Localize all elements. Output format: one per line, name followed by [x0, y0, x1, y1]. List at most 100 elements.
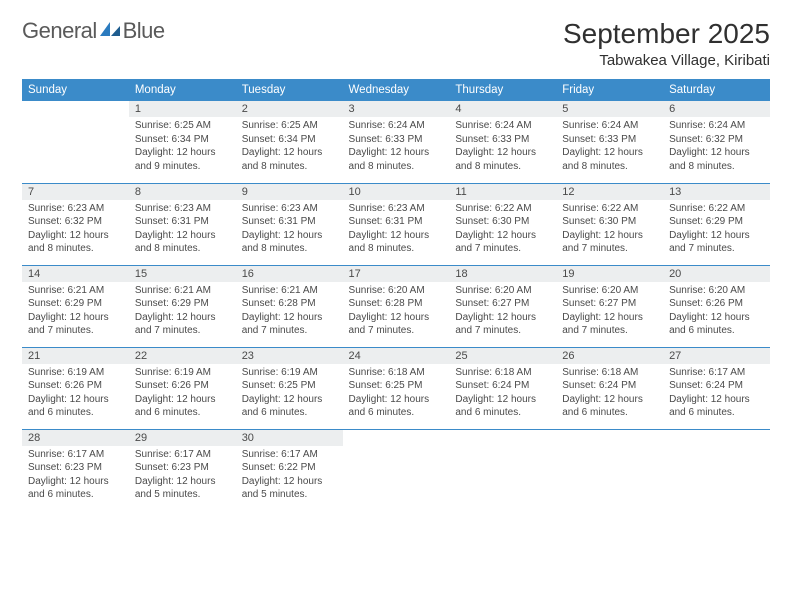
sunrise-line: Sunrise: 6:21 AM	[28, 284, 123, 298]
day-data: Sunrise: 6:24 AMSunset: 6:33 PMDaylight:…	[449, 117, 556, 177]
day-data: Sunrise: 6:18 AMSunset: 6:24 PMDaylight:…	[449, 364, 556, 424]
day-number: 23	[236, 348, 343, 364]
sunrise-line: Sunrise: 6:25 AM	[242, 119, 337, 133]
day-data: Sunrise: 6:20 AMSunset: 6:28 PMDaylight:…	[343, 282, 450, 342]
day-data: Sunrise: 6:20 AMSunset: 6:26 PMDaylight:…	[663, 282, 770, 342]
day-data: Sunrise: 6:23 AMSunset: 6:32 PMDaylight:…	[22, 200, 129, 260]
day-number	[556, 430, 663, 446]
day-cell: 14 Sunrise: 6:21 AMSunset: 6:29 PMDayligh…	[22, 265, 129, 347]
sunset-line: Sunset: 6:33 PM	[349, 133, 444, 147]
daylight-line: Daylight: 12 hours and 8 minutes.	[349, 229, 444, 256]
day-number: 19	[556, 266, 663, 282]
sunset-line: Sunset: 6:31 PM	[242, 215, 337, 229]
daylight-line: Daylight: 12 hours and 8 minutes.	[242, 229, 337, 256]
day-number: 14	[22, 266, 129, 282]
day-cell	[22, 101, 129, 183]
daylight-line: Daylight: 12 hours and 8 minutes.	[562, 146, 657, 173]
daylight-line: Daylight: 12 hours and 5 minutes.	[242, 475, 337, 502]
day-number: 5	[556, 101, 663, 117]
day-cell: 28Sunrise: 6:17 AMSunset: 6:23 PMDayligh…	[22, 429, 129, 511]
day-number: 10	[343, 184, 450, 200]
daylight-line: Daylight: 12 hours and 8 minutes.	[455, 146, 550, 173]
daylight-line: Daylight: 12 hours and 7 minutes.	[242, 311, 337, 338]
day-cell: 2Sunrise: 6:25 AMSunset: 6:34 PMDaylight…	[236, 101, 343, 183]
daylight-line: Daylight: 12 hours and 5 minutes.	[135, 475, 230, 502]
day-number: 11	[449, 184, 556, 200]
sunset-line: Sunset: 6:28 PM	[242, 297, 337, 311]
day-cell: 23Sunrise: 6:19 AMSunset: 6:25 PMDayligh…	[236, 347, 343, 429]
weekday-row: SundayMondayTuesdayWednesdayThursdayFrid…	[22, 79, 770, 101]
day-cell: 7Sunrise: 6:23 AMSunset: 6:32 PMDaylight…	[22, 183, 129, 265]
sunrise-line: Sunrise: 6:18 AM	[349, 366, 444, 380]
day-cell: 10Sunrise: 6:23 AMSunset: 6:31 PMDayligh…	[343, 183, 450, 265]
sunset-line: Sunset: 6:34 PM	[242, 133, 337, 147]
daylight-line: Daylight: 12 hours and 7 minutes.	[455, 229, 550, 256]
daylight-line: Daylight: 12 hours and 6 minutes.	[135, 393, 230, 420]
day-data: Sunrise: 6:20 AMSunset: 6:27 PMDaylight:…	[449, 282, 556, 342]
sunset-line: Sunset: 6:33 PM	[455, 133, 550, 147]
day-cell: 22Sunrise: 6:19 AMSunset: 6:26 PMDayligh…	[129, 347, 236, 429]
day-number: 29	[129, 430, 236, 446]
day-cell: 8Sunrise: 6:23 AMSunset: 6:31 PMDaylight…	[129, 183, 236, 265]
day-data: Sunrise: 6:22 AMSunset: 6:30 PMDaylight:…	[449, 200, 556, 260]
day-cell: 19Sunrise: 6:20 AMSunset: 6:27 PMDayligh…	[556, 265, 663, 347]
sunrise-line: Sunrise: 6:20 AM	[669, 284, 764, 298]
day-number: 27	[663, 348, 770, 364]
day-data: Sunrise: 6:19 AMSunset: 6:26 PMDaylight:…	[22, 364, 129, 424]
daylight-line: Daylight: 12 hours and 6 minutes.	[455, 393, 550, 420]
day-cell: 21Sunrise: 6:19 AMSunset: 6:26 PMDayligh…	[22, 347, 129, 429]
day-number: 13	[663, 184, 770, 200]
sunrise-line: Sunrise: 6:17 AM	[669, 366, 764, 380]
sunset-line: Sunset: 6:29 PM	[669, 215, 764, 229]
sunrise-line: Sunrise: 6:21 AM	[135, 284, 230, 298]
day-number: 21	[22, 348, 129, 364]
sunset-line: Sunset: 6:23 PM	[28, 461, 123, 475]
day-cell: 26Sunrise: 6:18 AMSunset: 6:24 PMDayligh…	[556, 347, 663, 429]
sunset-line: Sunset: 6:22 PM	[242, 461, 337, 475]
sunset-line: Sunset: 6:23 PM	[135, 461, 230, 475]
daylight-line: Daylight: 12 hours and 7 minutes.	[28, 311, 123, 338]
sunrise-line: Sunrise: 6:18 AM	[562, 366, 657, 380]
day-number: 18	[449, 266, 556, 282]
sunrise-line: Sunrise: 6:24 AM	[562, 119, 657, 133]
day-cell: 16 Sunrise: 6:21 AMSunset: 6:28 PMDayligh…	[236, 265, 343, 347]
day-number: 20	[663, 266, 770, 282]
sunset-line: Sunset: 6:24 PM	[669, 379, 764, 393]
sunrise-line: Sunrise: 6:17 AM	[242, 448, 337, 462]
daylight-line: Daylight: 12 hours and 6 minutes.	[562, 393, 657, 420]
day-number: 30	[236, 430, 343, 446]
sunset-line: Sunset: 6:29 PM	[28, 297, 123, 311]
day-cell: 15Sunrise: 6:21 AMSunset: 6:29 PMDayligh…	[129, 265, 236, 347]
day-number: 16	[236, 266, 343, 282]
day-cell	[663, 429, 770, 511]
logo: General Blue	[22, 18, 165, 44]
day-cell: 4Sunrise: 6:24 AMSunset: 6:33 PMDaylight…	[449, 101, 556, 183]
day-data: Sunrise: 6:19 AMSunset: 6:25 PMDaylight:…	[236, 364, 343, 424]
sunrise-line: Sunrise: 6:24 AM	[455, 119, 550, 133]
daylight-line: Daylight: 12 hours and 6 minutes.	[28, 393, 123, 420]
day-data: Sunrise: 6:20 AMSunset: 6:27 PMDaylight:…	[556, 282, 663, 342]
sunset-line: Sunset: 6:27 PM	[562, 297, 657, 311]
day-cell: 13Sunrise: 6:22 AMSunset: 6:29 PMDayligh…	[663, 183, 770, 265]
calendar-body: 1Sunrise: 6:25 AMSunset: 6:34 PMDaylight…	[22, 101, 770, 511]
sunrise-line: Sunrise: 6:23 AM	[349, 202, 444, 216]
daylight-line: Daylight: 12 hours and 8 minutes.	[28, 229, 123, 256]
day-cell: 30 Sunrise: 6:17 AMSunset: 6:22 PMDayligh…	[236, 429, 343, 511]
sunset-line: Sunset: 6:32 PM	[669, 133, 764, 147]
daylight-line: Daylight: 12 hours and 6 minutes.	[242, 393, 337, 420]
day-data: Sunrise: 6:22 AMSunset: 6:30 PMDaylight:…	[556, 200, 663, 260]
day-cell: 17Sunrise: 6:20 AMSunset: 6:28 PMDayligh…	[343, 265, 450, 347]
day-data: Sunrise: 6:24 AMSunset: 6:33 PMDaylight:…	[343, 117, 450, 177]
daylight-line: Daylight: 12 hours and 8 minutes.	[135, 229, 230, 256]
sunrise-line: Sunrise: 6:19 AM	[242, 366, 337, 380]
weekday-header: Friday	[556, 79, 663, 101]
day-number: 3	[343, 101, 450, 117]
sunset-line: Sunset: 6:25 PM	[242, 379, 337, 393]
weekday-header: Wednesday	[343, 79, 450, 101]
sunrise-line: Sunrise: 6:21 AM	[242, 284, 337, 298]
weekday-header: Tuesday	[236, 79, 343, 101]
logo-text-blue: Blue	[123, 18, 165, 43]
sunset-line: Sunset: 6:30 PM	[455, 215, 550, 229]
daylight-line: Daylight: 12 hours and 7 minutes.	[562, 229, 657, 256]
day-data: Sunrise: 6:24 AMSunset: 6:32 PMDaylight:…	[663, 117, 770, 177]
